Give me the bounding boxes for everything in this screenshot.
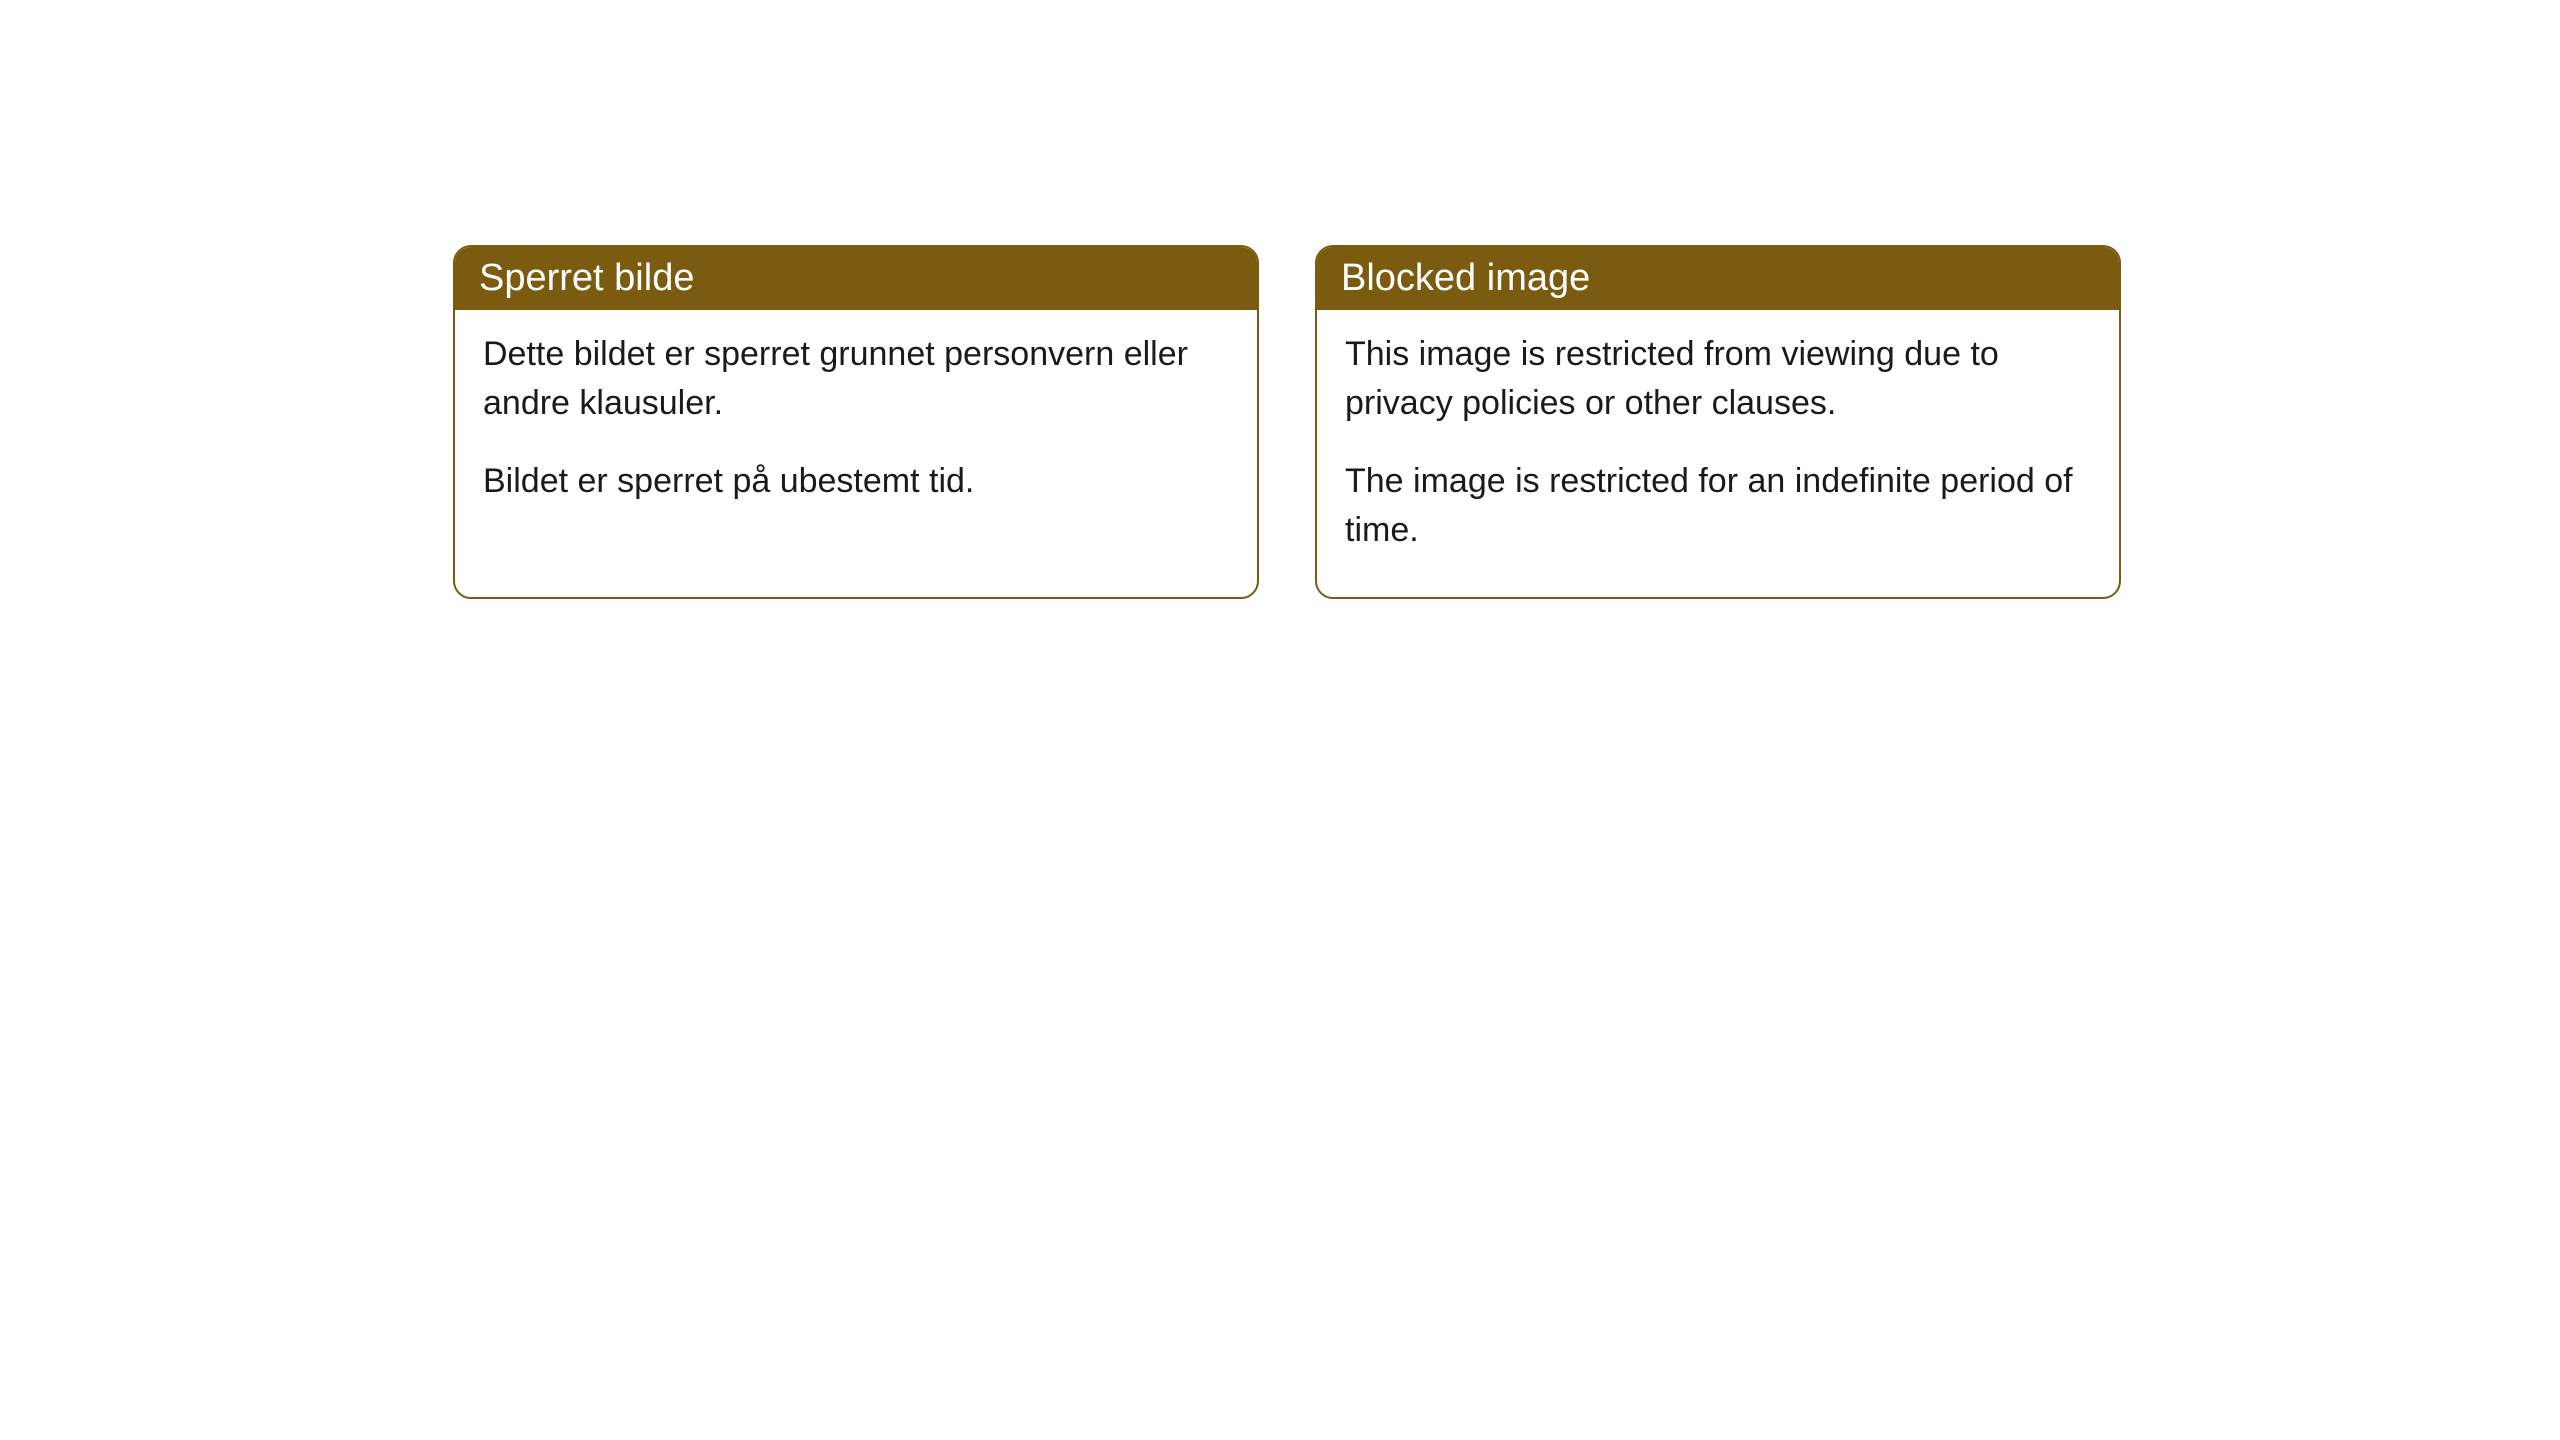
notice-text-p2: The image is restricted for an indefinit… <box>1345 457 2091 556</box>
notice-text-p1: Dette bildet er sperret grunnet personve… <box>483 330 1229 429</box>
notice-card-norwegian: Sperret bilde Dette bildet er sperret gr… <box>453 245 1259 599</box>
notice-text-p1: This image is restricted from viewing du… <box>1345 330 2091 429</box>
card-header: Sperret bilde <box>455 247 1257 310</box>
card-body: This image is restricted from viewing du… <box>1317 310 2119 597</box>
card-header: Blocked image <box>1317 247 2119 310</box>
notice-cards-container: Sperret bilde Dette bildet er sperret gr… <box>453 245 2121 599</box>
notice-text-p2: Bildet er sperret på ubestemt tid. <box>483 457 1229 506</box>
notice-card-english: Blocked image This image is restricted f… <box>1315 245 2121 599</box>
card-body: Dette bildet er sperret grunnet personve… <box>455 310 1257 548</box>
